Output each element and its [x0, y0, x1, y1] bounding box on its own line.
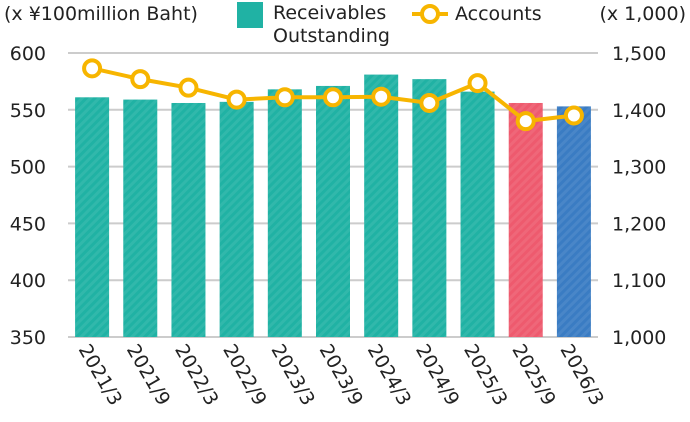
accounts-point	[371, 86, 392, 107]
right-tick-label: 1,400	[612, 100, 666, 122]
accounts-point	[563, 105, 584, 126]
left-tick-label: 450	[10, 213, 46, 235]
accounts-point	[515, 111, 536, 132]
legend-line-marker	[420, 4, 440, 24]
bar-hatch	[412, 79, 447, 338]
bar-hatch	[219, 101, 254, 338]
left-tick-label: 350	[10, 327, 46, 349]
x-tick-label: 2023/9	[315, 341, 367, 410]
legend-bar-swatch	[237, 2, 263, 28]
bar-hatch	[508, 102, 543, 337]
x-tick-label: 2022/9	[218, 341, 270, 410]
accounts-point	[274, 87, 295, 108]
left-tick-label: 550	[10, 100, 46, 122]
accounts-point	[130, 69, 151, 90]
bar-hatch	[123, 99, 158, 338]
bar-hatch	[267, 89, 302, 338]
left-tick-label: 600	[10, 43, 46, 65]
legend-bar-label-2: Outstanding	[273, 25, 390, 47]
x-tick-label: 2025/3	[459, 341, 511, 410]
accounts-point	[178, 77, 199, 98]
accounts-point	[467, 73, 488, 94]
right-tick-label: 1,300	[612, 157, 666, 179]
x-tick-label: 2023/3	[266, 341, 318, 410]
x-tick-label: 2024/9	[411, 341, 463, 410]
x-tick-label: 2024/3	[363, 341, 415, 410]
left-tick-label: 500	[10, 157, 46, 179]
bar-hatch	[364, 74, 399, 338]
accounts-point	[419, 92, 440, 113]
accounts-point	[323, 87, 343, 108]
right-axis-label: (x 1,000)	[599, 3, 686, 25]
left-tick-label: 400	[10, 270, 46, 292]
bar-hatch	[75, 97, 110, 337]
bar-hatch	[460, 91, 495, 338]
right-tick-label: 1,200	[612, 213, 666, 235]
x-tick-label: 2022/3	[170, 341, 222, 410]
accounts-point	[226, 89, 247, 110]
x-tick-label: 2021/9	[122, 341, 174, 410]
legend-bar-label-1: Receivables	[273, 2, 386, 24]
bar-hatch	[316, 85, 350, 337]
right-tick-label: 1,500	[612, 43, 666, 65]
legend-line-label: Accounts	[455, 3, 542, 25]
right-tick-label: 1,100	[612, 270, 666, 292]
x-tick-label: 2025/9	[507, 341, 559, 410]
right-tick-label: 1,000	[612, 327, 666, 349]
x-tick-label: 2021/3	[74, 341, 126, 410]
x-tick-label: 2026/3	[556, 341, 608, 410]
accounts-point	[82, 58, 103, 79]
bar-hatch	[171, 102, 206, 337]
bar-hatch	[556, 106, 591, 337]
left-axis-label: (x ¥100million Baht)	[4, 3, 198, 25]
